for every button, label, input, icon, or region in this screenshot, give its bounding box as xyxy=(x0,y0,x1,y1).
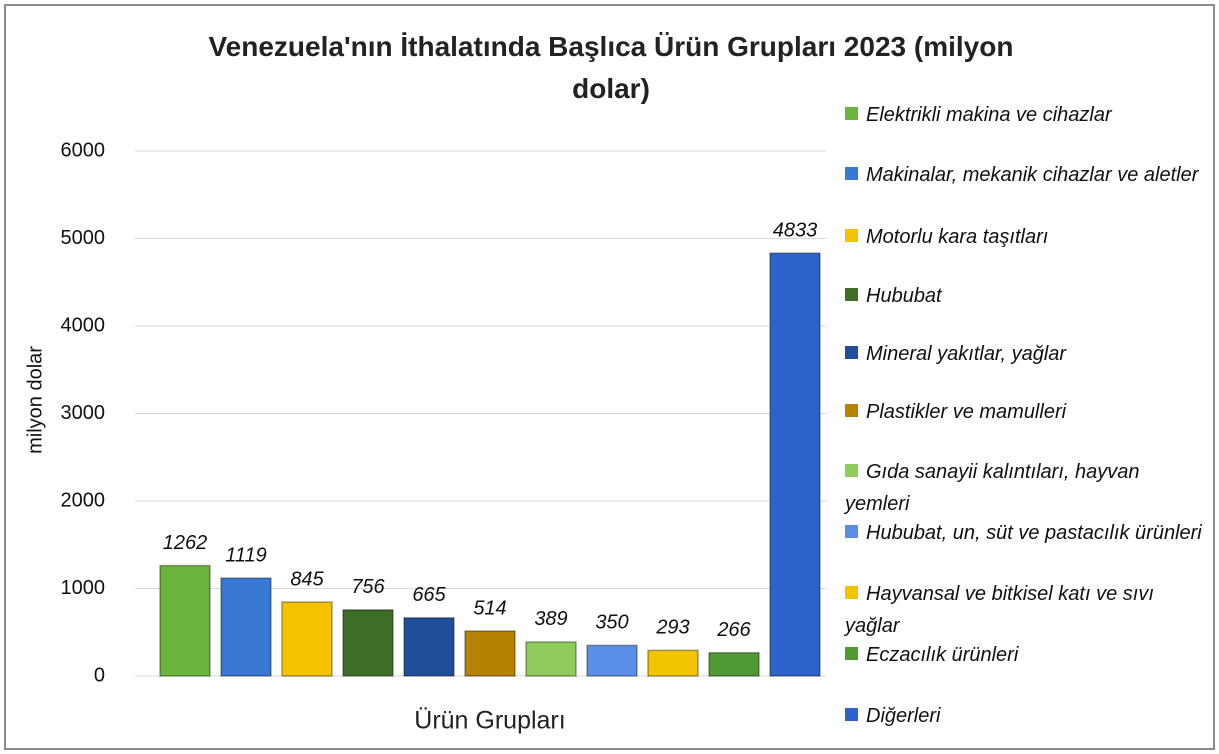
legend-item: Hububat xyxy=(845,280,1205,312)
legend-swatch xyxy=(845,288,858,301)
y-tick-label: 0 xyxy=(94,664,105,686)
legend-item: Plastikler ve mamulleri xyxy=(845,396,1205,428)
data-label: 756 xyxy=(351,576,385,598)
bar xyxy=(281,601,333,677)
legend-swatch xyxy=(845,404,858,417)
y-tick-label: 5000 xyxy=(61,227,106,249)
legend-item: Motorlu kara taşıtları xyxy=(845,221,1205,253)
data-label: 4833 xyxy=(773,219,818,241)
legend-swatch xyxy=(845,346,858,359)
y-axis-label: milyon dolar xyxy=(24,346,46,454)
legend-label: Motorlu kara taşıtları xyxy=(866,226,1049,248)
y-tick-label: 4000 xyxy=(61,314,106,336)
bar xyxy=(525,641,577,677)
bar xyxy=(403,617,455,677)
legend-label: Diğerleri xyxy=(866,705,941,727)
data-label: 266 xyxy=(716,619,751,641)
legend-swatch xyxy=(845,167,858,180)
legend-swatch xyxy=(845,708,858,721)
data-label: 293 xyxy=(655,617,689,639)
legend-item: Gıda sanayii kalıntıları, hayvan yemleri xyxy=(845,456,1205,520)
legend-item: Diğerleri xyxy=(845,700,1205,732)
x-axis-label: Ürün Grupları xyxy=(414,707,565,735)
bar xyxy=(647,649,699,677)
y-tick-label: 1000 xyxy=(61,577,106,599)
y-tick-label: 2000 xyxy=(61,489,106,511)
bar xyxy=(220,577,272,677)
legend-swatch xyxy=(845,586,858,599)
data-label: 389 xyxy=(534,608,567,630)
bar xyxy=(159,564,211,677)
legend-label: Hayvansal ve bitkisel katı ve sıvı yağla… xyxy=(845,583,1154,637)
legend-label: Makinalar, mekanik cihazlar ve aletler xyxy=(866,164,1199,186)
chart-border xyxy=(4,4,1215,750)
legend-swatch xyxy=(845,107,858,120)
bar xyxy=(464,630,516,677)
legend-item: Makinalar, mekanik cihazlar ve aletler xyxy=(845,159,1205,191)
legend-label: Hububat xyxy=(866,285,942,307)
data-label: 514 xyxy=(473,597,506,619)
data-label: 1262 xyxy=(163,532,208,554)
data-label: 845 xyxy=(290,568,324,590)
legend-label: Elektrikli makina ve cihazlar xyxy=(866,104,1112,126)
y-tick-label: 6000 xyxy=(61,139,106,161)
legend-swatch xyxy=(845,647,858,660)
data-label: 1119 xyxy=(225,544,267,566)
bar xyxy=(586,644,638,677)
legend-label: Eczacılık ürünleri xyxy=(866,644,1019,666)
legend-item: Hububat, un, süt ve pastacılık ürünleri xyxy=(845,517,1205,549)
data-label: 350 xyxy=(595,612,628,634)
chart-title: Venezuela'nın İthalatında Başlıca Ürün G… xyxy=(208,31,1014,104)
legend-item: Mineral yakıtlar, yağlar xyxy=(845,338,1205,370)
legend-label: Plastikler ve mamulleri xyxy=(866,401,1067,423)
y-tick-label: 3000 xyxy=(61,402,106,424)
bar xyxy=(708,651,760,677)
legend-item: Elektrikli makina ve cihazlar xyxy=(845,99,1205,131)
legend-swatch xyxy=(845,525,858,538)
legend-item: Hayvansal ve bitkisel katı ve sıvı yağla… xyxy=(845,578,1205,642)
legend-label: Hububat, un, süt ve pastacılık ürünleri xyxy=(866,522,1202,544)
bar xyxy=(769,252,821,677)
legend-swatch xyxy=(845,229,858,242)
legend-item: Eczacılık ürünleri xyxy=(845,639,1205,671)
legend-label: Mineral yakıtlar, yağlar xyxy=(866,343,1067,365)
bar xyxy=(342,609,394,677)
data-label: 665 xyxy=(412,584,446,606)
legend-label: Gıda sanayii kalıntıları, hayvan yemleri xyxy=(845,461,1140,515)
legend-swatch xyxy=(845,464,858,477)
